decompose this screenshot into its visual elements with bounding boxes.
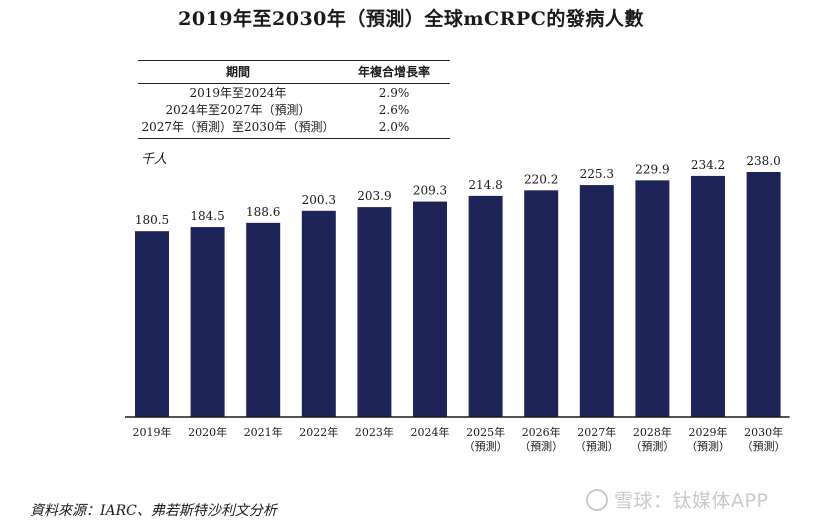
data-label: 225.3 [580,167,614,181]
x-tick-label: 2019年 [133,425,172,439]
bar [413,201,447,417]
cagr-row: 2027年（預測）至2030年（預測） 2.0% [138,118,450,139]
data-label: 220.2 [524,172,558,186]
x-tick-label: 2022年 [299,425,338,439]
cagr-rate: 2.9% [378,86,410,100]
data-label: 180.5 [135,213,169,227]
data-label: 234.2 [691,158,725,172]
data-label: 184.5 [190,209,224,223]
x-tick-label: 2021年 [244,425,283,439]
data-label: 188.6 [246,205,280,219]
data-label: 200.3 [302,193,336,207]
x-tick-label: 2025年 [466,425,505,439]
x-tick-sublabel: （預測） [686,439,730,453]
cagr-rate: 2.0% [338,118,450,139]
x-tick-label: 2030年 [744,425,783,439]
bar [524,190,559,417]
x-tick-sublabel: （預測） [742,439,786,453]
bar [579,185,614,417]
x-tick-label: 2029年 [689,425,728,439]
bar [190,227,225,417]
bar [301,210,336,417]
watermark-text: 雪球：钛媒体APP [614,490,769,512]
bar [746,172,781,417]
cagr-period: 2019年至2024年 [189,86,287,100]
x-tick-label: 2020年 [188,425,227,439]
x-tick-sublabel: （預測） [575,439,619,453]
bar [468,195,503,417]
x-tick-label: 2027年 [577,425,616,439]
data-label: 209.3 [413,184,447,198]
x-tick-sublabel: （預測） [630,439,674,453]
cagr-header-rate: 年複合增長率 [338,60,450,84]
chart-title: 2019年至2030年（預測）全球mCRPC的發病人數 [178,8,644,30]
data-label: 203.9 [357,189,391,203]
source-note: 資料來源：IARC、弗若斯特沙利文分析 [30,503,277,519]
data-label: 238.0 [746,154,780,168]
bar [357,207,392,417]
x-tick-label: 2024年 [411,425,450,439]
x-tick-label: 2026年 [522,425,561,439]
bar [635,180,670,417]
y-unit-label: 千人 [141,152,168,167]
cagr-row: 2019年至2024年 2.9% [138,84,450,102]
data-label: 214.8 [468,178,502,192]
cagr-period: 2027年（預測）至2030年（預測） [138,118,338,139]
bar [135,231,169,417]
bar [691,175,725,417]
x-tick-sublabel: （預測） [464,439,508,453]
cagr-header-period: 期間 [138,60,338,84]
snowball-logo-icon [586,488,608,511]
cagr-period: 2024年至2027年（預測） [165,103,311,117]
x-tick-label: 2023年 [355,425,394,439]
x-tick-sublabel: （預測） [519,439,563,453]
bar [246,222,281,417]
data-label: 229.9 [635,162,669,176]
watermark: 雪球：钛媒体APP [586,486,768,513]
cagr-rate: 2.6% [378,103,410,117]
cagr-table: 期間 年複合增長率 2019年至2024年 2.9% 2024年至2027年（預… [138,60,450,139]
cagr-row: 2024年至2027年（預測） 2.6% [138,101,450,118]
x-tick-label: 2028年 [633,425,672,439]
